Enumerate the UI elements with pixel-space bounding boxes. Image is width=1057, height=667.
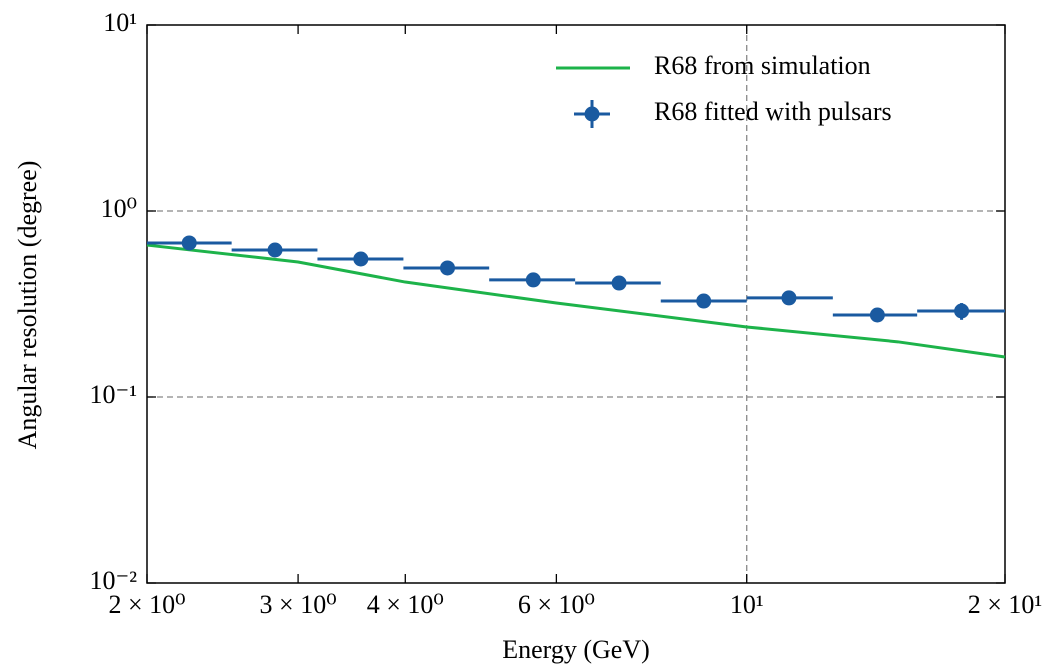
x-tick-label: 2 × 10⁰ — [108, 590, 185, 619]
point — [440, 260, 456, 276]
y-tick-label: 10⁻² — [89, 566, 137, 595]
x-tick-label: 3 × 10⁰ — [260, 590, 337, 619]
point — [181, 235, 197, 251]
y-axis-label: Angular resolution (degree) — [13, 161, 42, 450]
point — [869, 307, 885, 323]
y-tick-label: 10⁰ — [101, 194, 137, 223]
point — [696, 293, 712, 309]
point — [611, 275, 627, 291]
point — [267, 242, 283, 258]
y-tick-label: 10¹ — [103, 8, 137, 37]
point — [954, 303, 970, 319]
legend-label: R68 from simulation — [654, 51, 871, 80]
point — [781, 290, 797, 306]
x-tick-label: 2 × 10¹ — [968, 590, 1042, 619]
x-tick-label: 6 × 10⁰ — [518, 590, 595, 619]
x-tick-label: 10¹ — [730, 590, 764, 619]
line — [146, 243, 1006, 359]
legend-label: R68 fitted with pulsars — [654, 97, 892, 126]
point — [525, 272, 541, 288]
x-tick-label: 4 × 10⁰ — [367, 590, 444, 619]
plot-frame — [146, 24, 1006, 584]
x-axis-label: Energy (GeV) — [502, 635, 650, 664]
y-tick-label: 10⁻¹ — [89, 380, 137, 409]
point — [353, 251, 369, 267]
legend-marker — [584, 106, 600, 122]
